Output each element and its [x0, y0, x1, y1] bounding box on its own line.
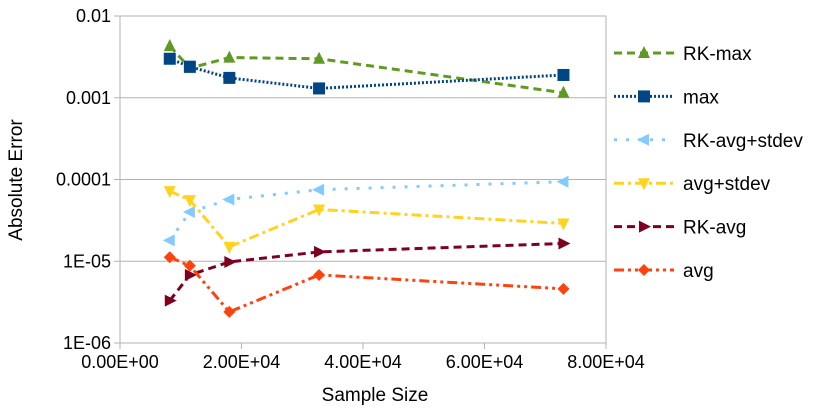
data-point-max — [163, 52, 176, 65]
data-point-rk-max — [163, 38, 176, 51]
data-point-rk-avg-stdev — [222, 193, 235, 206]
legend-label: max — [683, 87, 719, 108]
data-point-max — [313, 82, 326, 95]
legend-label: RK-avg — [683, 218, 746, 239]
series-rk-max — [163, 38, 570, 98]
data-point-avg — [163, 251, 176, 264]
data-point-max — [183, 60, 196, 73]
legend-marker — [638, 46, 650, 58]
data-point-avg-stdev — [163, 186, 176, 199]
legend-label: avg+stdev — [683, 174, 771, 195]
legend-label: RK-max — [683, 44, 752, 65]
x-tick-label: 0.00E+00 — [81, 352, 159, 372]
x-tick-label: 2.00E+04 — [203, 352, 281, 372]
legend-marker — [637, 133, 649, 146]
y-axis-ticks: 0.01 0.001 0.0001 1E-05 1E-06 — [56, 6, 120, 353]
legend-marker — [639, 220, 651, 233]
y-tick-label: 1E-06 — [63, 333, 111, 353]
legend-item-max: max — [614, 87, 719, 108]
x-axis-ticks: 0.00E+00 2.00E+04 4.00E+04 6.00E+04 8.00E+04 — [81, 343, 645, 372]
legend-item-avg-stdev: avg+stdev — [614, 174, 771, 195]
legend-item-avg: avg — [614, 261, 714, 282]
legend-item-rk-avg-stdev: RK-avg+stdev — [614, 131, 803, 152]
y-tick-label: 0.01 — [76, 6, 111, 26]
series-layer — [162, 38, 571, 318]
legend-item-rk-max: RK-max — [614, 44, 752, 65]
y-tick-label: 0.0001 — [56, 170, 111, 190]
data-point-rk-max — [313, 51, 326, 64]
data-point-rk-avg — [224, 255, 237, 268]
data-point-rk-avg — [184, 268, 197, 281]
data-point-rk-avg — [558, 237, 571, 250]
y-tick-label: 1E-05 — [63, 251, 111, 271]
series-avg — [163, 251, 570, 318]
series-avg-stdev — [163, 186, 570, 254]
series-rk-avg — [164, 237, 571, 307]
data-point-rk-max — [223, 50, 236, 63]
data-point-avg — [557, 282, 570, 295]
legend-label: RK-avg+stdev — [683, 131, 803, 152]
data-point-max — [557, 68, 570, 81]
data-point-rk-max — [557, 85, 570, 98]
data-point-avg — [183, 259, 196, 272]
data-point-rk-avg-stdev — [182, 206, 195, 219]
series-line-avg-stdev — [169, 189, 564, 249]
data-point-avg — [313, 268, 326, 281]
series-rk-avg-stdev — [162, 175, 569, 247]
data-point-avg-stdev — [183, 195, 196, 208]
x-tick-label: 6.00E+04 — [446, 352, 524, 372]
x-axis-title: Sample Size — [322, 385, 429, 406]
series-max — [163, 52, 570, 95]
data-point-rk-avg-stdev — [312, 183, 325, 196]
data-point-rk-avg-stdev — [162, 234, 175, 247]
legend: RK-max max RK-avg+stdev avg+stdev RK-avg avg — [614, 44, 803, 282]
data-point-rk-avg — [314, 245, 327, 258]
legend-item-rk-avg: RK-avg — [614, 218, 746, 239]
series-line-rk-avg-stdev — [168, 180, 564, 242]
data-point-avg-stdev — [557, 218, 570, 231]
y-tick-label: 0.001 — [66, 88, 111, 108]
series-line-avg — [169, 255, 564, 314]
data-point-max — [223, 71, 236, 84]
legend-marker — [638, 90, 650, 103]
data-point-rk-avg — [164, 294, 177, 307]
legend-label: avg — [683, 261, 714, 282]
y-axis-title: Absolute Error — [6, 119, 27, 241]
data-point-rk-avg-stdev — [556, 175, 569, 188]
x-tick-label: 8.00E+04 — [567, 352, 645, 372]
legend-marker — [638, 178, 650, 191]
legend-marker — [638, 264, 650, 276]
data-point-avg-stdev — [313, 204, 326, 217]
x-tick-label: 4.00E+04 — [324, 352, 402, 372]
data-point-avg-stdev — [223, 241, 236, 254]
data-point-avg — [223, 305, 236, 318]
